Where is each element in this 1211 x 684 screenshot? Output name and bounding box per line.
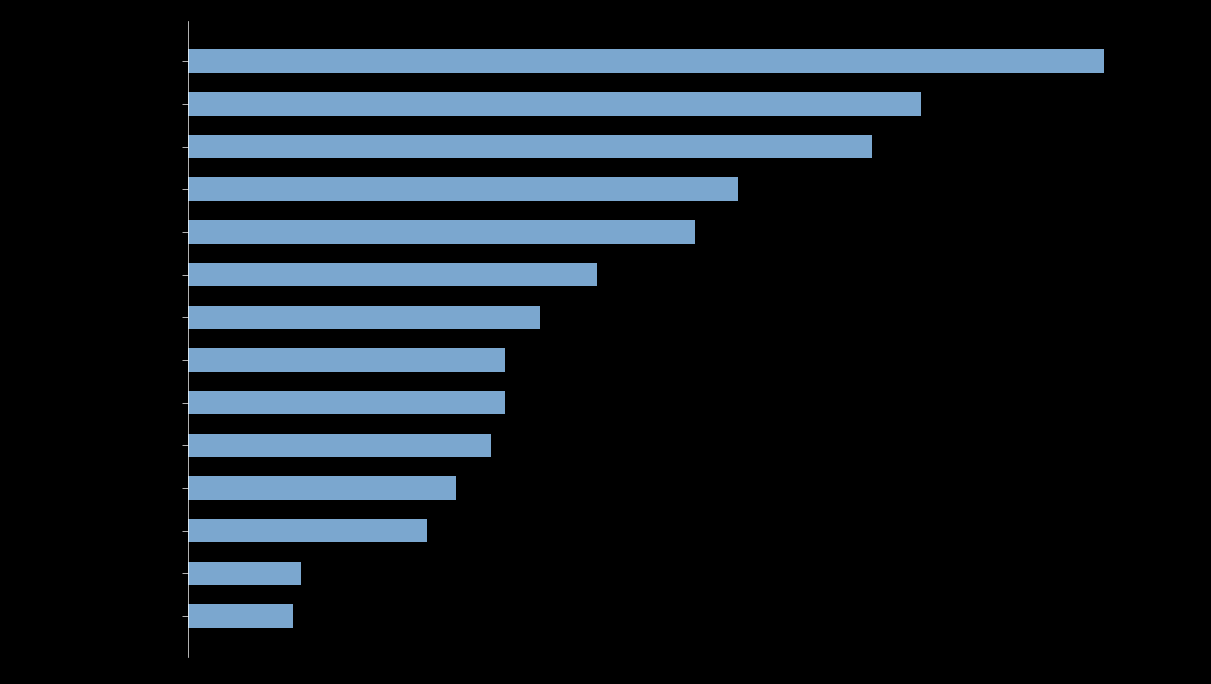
Bar <box>188 135 872 158</box>
Bar <box>188 348 505 371</box>
Bar <box>188 49 1104 73</box>
Bar <box>188 391 505 415</box>
Bar <box>188 177 737 201</box>
Bar <box>188 92 920 116</box>
Bar <box>188 220 695 244</box>
Bar <box>188 519 427 542</box>
Bar <box>188 476 455 500</box>
Bar <box>188 604 293 628</box>
Bar <box>188 306 540 329</box>
Bar <box>188 263 597 287</box>
Bar <box>188 434 490 457</box>
Bar <box>188 562 300 585</box>
